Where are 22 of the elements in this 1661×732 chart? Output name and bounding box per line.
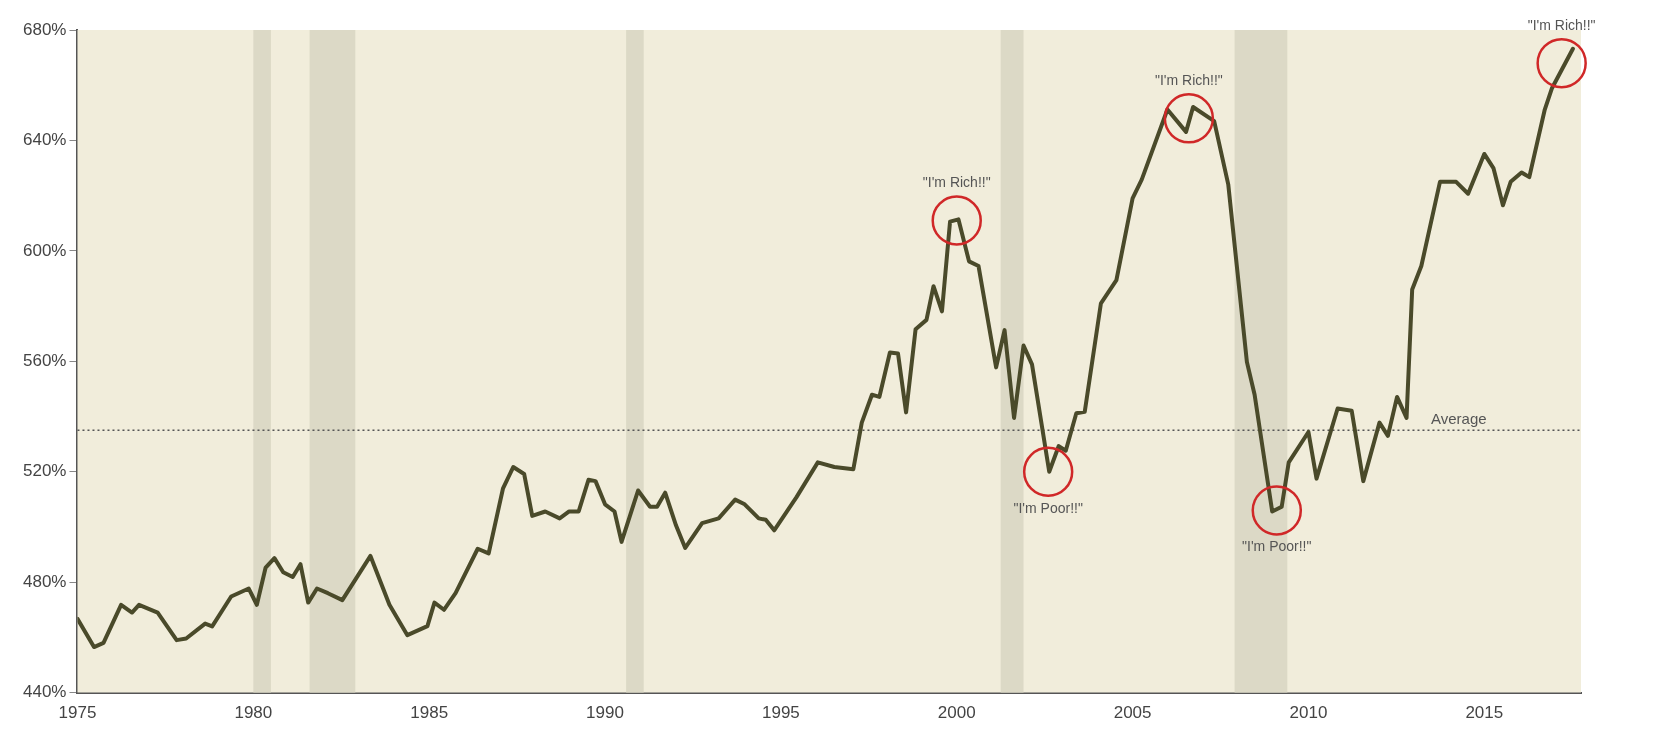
y-tick-label: 600% [23, 240, 67, 260]
x-tick-label: 1980 [234, 703, 273, 723]
x-tick-label: 2015 [1465, 703, 1504, 723]
y-tick-label: 520% [23, 461, 67, 481]
annotation: "I'm Rich!!" [1527, 16, 1596, 33]
x-tick-label: 2005 [1113, 703, 1152, 723]
y-tick-label: 480% [23, 571, 67, 591]
annotation: "I'm Rich!!" [922, 174, 991, 191]
x-tick-label: 1995 [761, 703, 800, 723]
annotation: "I'm Poor!!" [1242, 538, 1312, 555]
y-tick-label: 560% [23, 350, 67, 370]
y-tick-label: 640% [23, 130, 67, 150]
annotation: "I'm Poor!!" [1013, 499, 1083, 516]
y-tick-label: 680% [23, 19, 67, 39]
x-tick-label: 1975 [58, 703, 97, 723]
x-tick-label: 2010 [1289, 703, 1328, 723]
ref-line-label: Average [1431, 410, 1487, 428]
x-tick-label: 2000 [937, 703, 976, 723]
annotation: "I'm Rich!!" [1154, 72, 1223, 89]
y-tick-label: 440% [23, 682, 67, 702]
x-tick-label: 1985 [410, 703, 449, 723]
x-tick-label: 1990 [586, 703, 624, 723]
